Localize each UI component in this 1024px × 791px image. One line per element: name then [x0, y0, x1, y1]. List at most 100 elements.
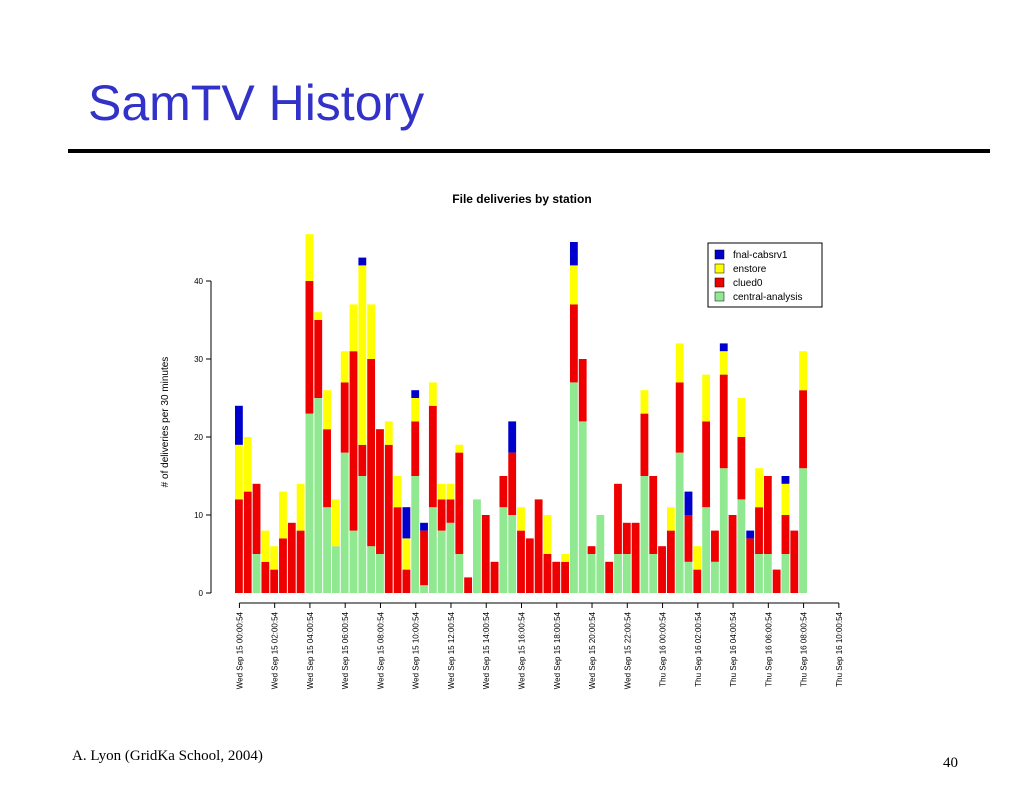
bar-segment [420, 522, 428, 531]
bar-segment [525, 538, 534, 593]
bar-segment [349, 530, 358, 593]
legend-label: central-analysis [733, 292, 802, 303]
x-tick-label: Wed Sep 15 16:00:54 [518, 611, 527, 689]
legend-label: clued0 [733, 278, 763, 289]
bar-segment [614, 554, 622, 593]
legend: fnal-cabsrv1 enstore clued0 central-analysi… [707, 242, 823, 308]
bar-segment [446, 499, 455, 523]
bar-segment [428, 382, 437, 406]
bar-segment [719, 343, 728, 352]
bar-segment [270, 569, 279, 593]
bar-segment [296, 483, 305, 531]
bar-segment [305, 234, 314, 281]
bar-segment [420, 585, 428, 593]
bar-segment [737, 437, 746, 500]
bar-segment [279, 491, 287, 539]
bar-segment [622, 554, 631, 593]
bar-segment [614, 483, 622, 554]
x-tick-label: Wed Sep 15 18:00:54 [553, 611, 562, 689]
bar-segment [323, 429, 331, 508]
slide-title: SamTV History [88, 75, 425, 131]
x-tick-label: Wed Sep 15 12:00:54 [447, 611, 456, 689]
bars-group [235, 234, 807, 593]
bar-segment [640, 476, 649, 593]
bar-segment [323, 390, 331, 430]
bar-segment [684, 515, 693, 562]
bar-segment [781, 515, 790, 554]
bar-segment [411, 476, 420, 593]
bar-segment [235, 499, 243, 593]
legend-swatch [714, 249, 725, 260]
bar-segment [402, 538, 411, 570]
x-tick-label: Thu Sep 16 04:00:54 [729, 611, 738, 686]
x-tick-label: Wed Sep 15 08:00:54 [376, 611, 385, 689]
bar-segment [287, 522, 296, 593]
bar-segment [702, 374, 711, 422]
bar-segment [358, 444, 367, 476]
bar-segment [411, 390, 420, 398]
legend-swatch [714, 291, 725, 302]
x-tick-label: Thu Sep 16 10:00:54 [835, 611, 844, 686]
bar-segment [684, 561, 693, 593]
bar-segment [428, 507, 437, 593]
bar-segment [675, 343, 684, 383]
legend-label: enstore [733, 264, 767, 275]
footer-author: A. Lyon (GridKa School, 2004) [72, 748, 263, 764]
bar-segment [340, 382, 349, 453]
bar-segment [314, 312, 323, 320]
bar-segment [296, 530, 305, 593]
page-number: 40 [943, 755, 958, 771]
bar-segment [666, 507, 675, 531]
bar-segment [755, 554, 763, 593]
bar-segment [402, 507, 411, 539]
bar-segment [658, 546, 666, 593]
bar-segment [235, 444, 243, 500]
y-tick-label: 20 [194, 433, 203, 442]
x-tick-label: Wed Sep 15 00:00:54 [235, 611, 244, 689]
bar-segment [331, 499, 340, 547]
bar-segment [314, 320, 323, 398]
bar-segment [561, 561, 569, 593]
bar-segment [508, 515, 517, 593]
x-tick-label: Thu Sep 16 02:00:54 [694, 611, 703, 686]
bar-segment [508, 421, 517, 453]
x-tick-label: Thu Sep 16 00:00:54 [659, 611, 668, 686]
bar-segment [517, 530, 525, 593]
bar-segment [349, 351, 358, 531]
bar-segment [508, 452, 517, 515]
bar-segment [384, 444, 393, 593]
bar-segment [243, 491, 252, 593]
bar-segment [737, 499, 746, 593]
bar-segment [446, 522, 455, 593]
y-tick-label: 40 [194, 277, 203, 286]
bar-segment [420, 530, 428, 586]
bar-segment [331, 546, 340, 593]
bar-segment [393, 476, 402, 508]
bar-segment [587, 546, 596, 554]
x-tick-label: Wed Sep 15 06:00:54 [341, 611, 350, 689]
bar-segment [367, 546, 376, 593]
bar-segment [261, 561, 270, 593]
bar-segment [552, 561, 561, 593]
bar-segment [693, 569, 702, 593]
bar-segment [569, 242, 578, 266]
bar-segment [314, 398, 323, 593]
bar-segment [631, 522, 640, 593]
x-axis: Wed Sep 15 00:00:54 Wed Sep 15 02:00:54 We… [235, 602, 844, 689]
x-tick-label: Thu Sep 16 08:00:54 [800, 611, 809, 686]
x-tick-label: Wed Sep 15 14:00:54 [482, 611, 491, 689]
y-axis: 0 10 20 30 40 [194, 277, 212, 598]
bar-segment [728, 515, 737, 593]
y-tick-label: 30 [194, 355, 203, 364]
bar-segment [675, 382, 684, 453]
bar-segment [437, 530, 446, 593]
bar-segment [481, 515, 490, 593]
bar-segment [693, 546, 702, 570]
bar-segment [578, 421, 587, 593]
bar-segment [755, 507, 763, 554]
bar-segment [719, 351, 728, 375]
bar-segment [543, 554, 552, 593]
x-tick-label: Wed Sep 15 04:00:54 [306, 611, 315, 689]
bar-segment [455, 444, 464, 453]
bar-segment [340, 452, 349, 593]
